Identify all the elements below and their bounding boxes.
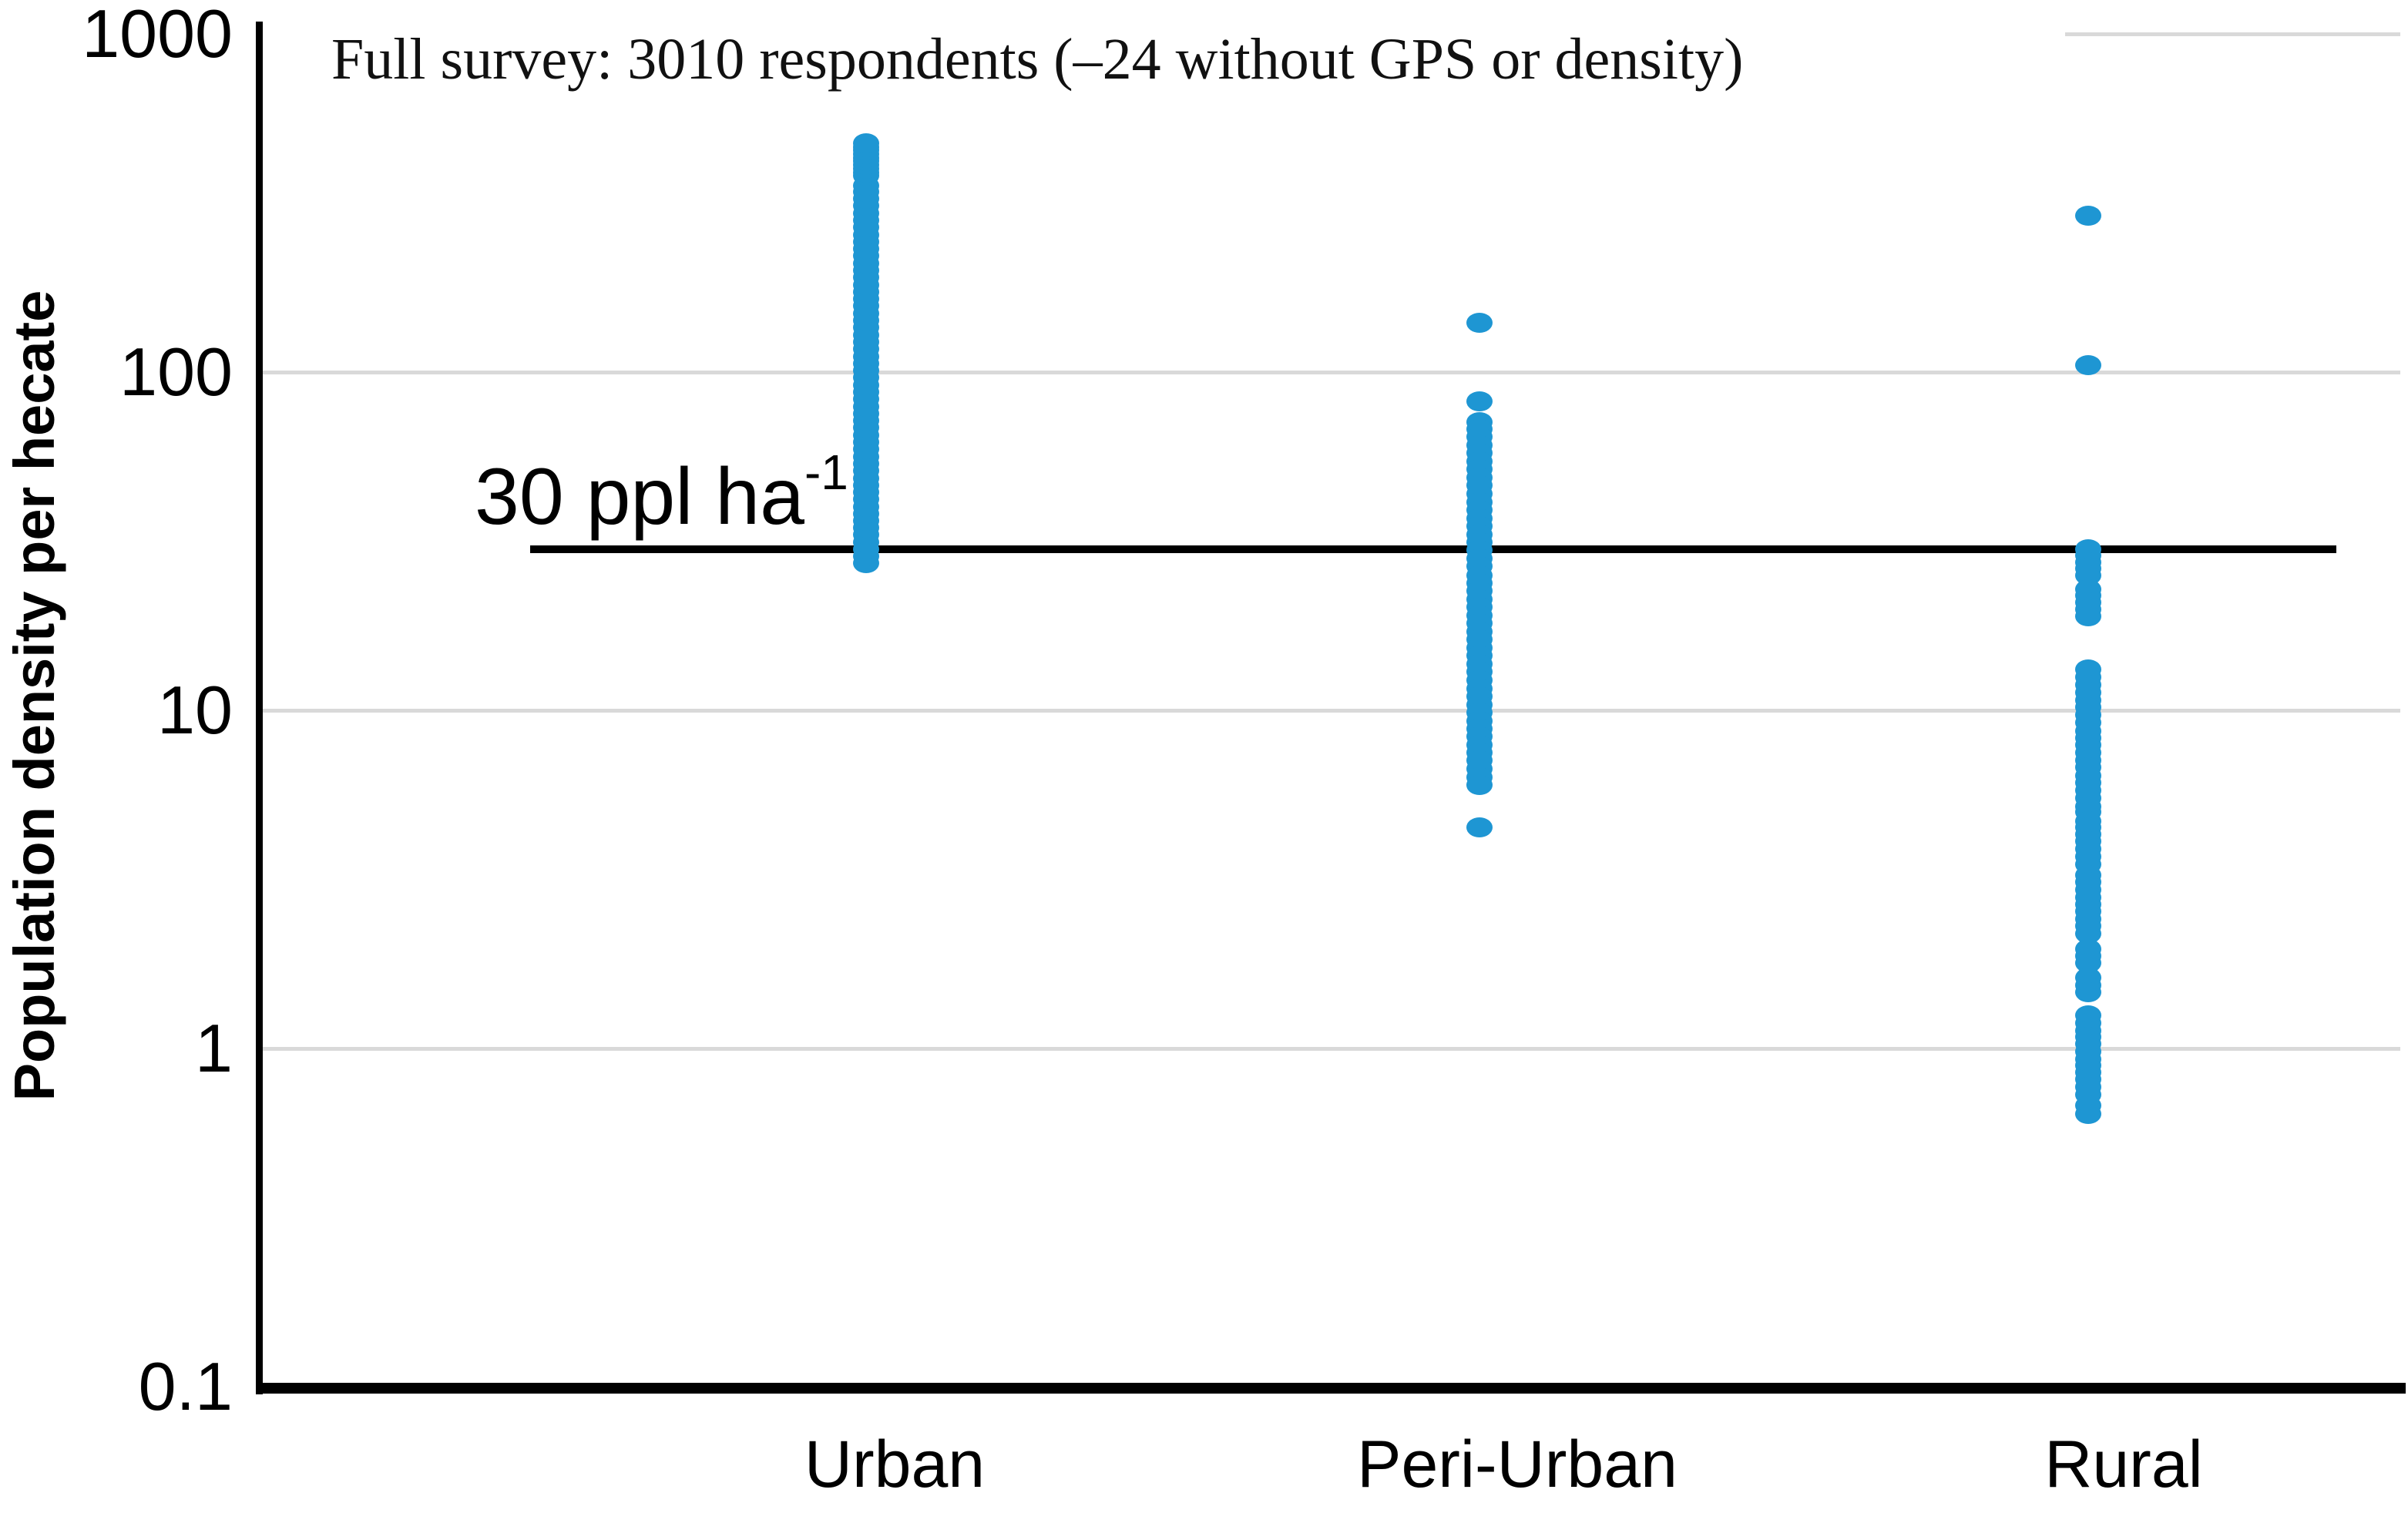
data-point <box>2075 606 2101 626</box>
x-category-label-rural: Rural <box>2044 1427 2203 1501</box>
gridline-1000 <box>2065 32 2400 36</box>
data-point <box>1466 391 1493 411</box>
gridline-1 <box>263 1047 2400 1051</box>
x-category-label-urban: Urban <box>804 1427 986 1501</box>
data-point <box>2075 981 2101 1002</box>
y-tick-label-100: 100 <box>119 334 233 410</box>
y-tick-label-10: 10 <box>157 672 233 748</box>
data-point <box>853 133 879 154</box>
y-axis-line <box>256 22 263 1394</box>
y-tick-label-0.1: 0.1 <box>138 1348 233 1424</box>
reference-line-label: 30 ppl ha-1 <box>475 445 848 543</box>
data-point <box>2075 206 2101 226</box>
data-point <box>1466 817 1493 838</box>
reference-line-label-text: 30 ppl ha <box>475 452 804 542</box>
data-point <box>1466 312 1493 333</box>
gridline-10 <box>263 709 2400 713</box>
chart-title: Full survey: 3010 respondents (–24 witho… <box>331 27 1744 92</box>
gridline-100 <box>263 371 2400 374</box>
data-point <box>1466 775 1493 796</box>
y-tick-label-1000: 1000 <box>82 0 233 72</box>
y-tick-label-1: 1 <box>195 1010 233 1086</box>
data-point <box>2075 1104 2101 1125</box>
reference-line-label-superscript: -1 <box>804 445 848 500</box>
x-axis-line <box>256 1383 2406 1394</box>
reference-line <box>530 545 2336 553</box>
data-point <box>2075 354 2101 375</box>
x-category-label-peri-urban: Peri-Urban <box>1357 1427 1678 1501</box>
